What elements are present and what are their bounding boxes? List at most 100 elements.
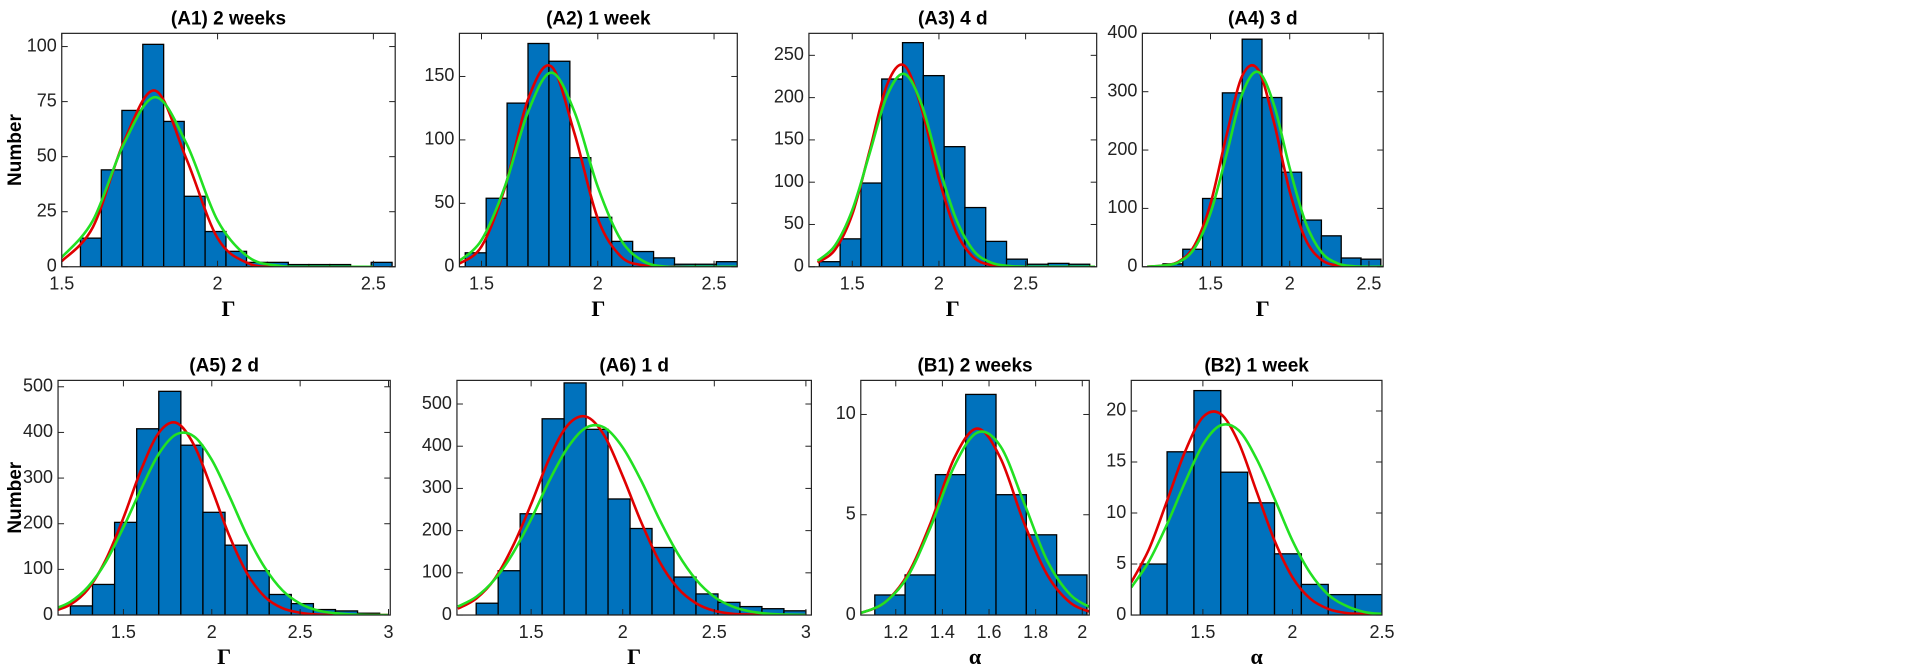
- x-tick-label: 2.5: [1356, 274, 1381, 294]
- axes-box: [458, 32, 738, 268]
- bar: [904, 574, 937, 616]
- bar: [370, 261, 393, 267]
- x-tick-label: 2: [1077, 622, 1087, 642]
- y-tick-label: 5: [846, 504, 856, 524]
- x-tick-label: 2: [213, 274, 223, 294]
- y-tick-label: 0: [47, 256, 57, 276]
- y-tick-label: 200: [774, 86, 804, 106]
- x-axis-label: Γ: [627, 644, 641, 669]
- panel: 1.5 2 2.5 0 50 100 150 (A2) 1 week Γ: [424, 8, 738, 321]
- chart-title: (A2) 1 week: [546, 8, 651, 29]
- y-tick-label: 5: [1116, 553, 1126, 573]
- y-tick-label: 50: [784, 213, 804, 233]
- x-tick-label: 2.5: [288, 622, 313, 642]
- fit-curve: [459, 71, 738, 267]
- y-tick-label: 200: [1107, 139, 1137, 159]
- x-tick-label: 1.8: [1023, 622, 1048, 642]
- fit-curve: [1131, 422, 1382, 616]
- panel: 1.5 2 2.5 0 25 50 75 100 (A1) 2 weeks Γ Number: [5, 8, 396, 321]
- bar: [901, 41, 924, 267]
- bar: [818, 261, 841, 267]
- bar: [100, 169, 123, 267]
- bar: [881, 78, 904, 267]
- x-tick-label: 3: [383, 622, 393, 642]
- y-tick-label: 100: [1107, 197, 1137, 217]
- fit-curve: [1147, 70, 1384, 267]
- x-tick-label: 1.5: [469, 274, 494, 294]
- x-tick-label: 2.5: [1369, 622, 1394, 642]
- y-tick-label: 0: [43, 604, 53, 624]
- bars: [818, 41, 1091, 267]
- x-tick-label: 2: [207, 622, 217, 642]
- y-tick-label: 200: [23, 512, 53, 532]
- axes-box: [860, 379, 1090, 616]
- x-axis-label: α: [1250, 644, 1263, 669]
- y-tick-label: 20: [1106, 400, 1126, 420]
- fit-curve: [1131, 410, 1382, 616]
- x-tick-label: 1.5: [519, 622, 544, 642]
- y-tick-label: 0: [442, 604, 452, 624]
- y-tick-label: 300: [422, 477, 452, 497]
- y-tick-label: 150: [424, 65, 454, 85]
- bar: [183, 195, 206, 267]
- panel: 1.5 2 2.5 0 50 100 150 200 250 (A3) 4 d Γ: [774, 8, 1098, 321]
- bar: [839, 238, 862, 267]
- x-axis-label: Γ: [221, 296, 235, 321]
- chart-title: (A6) 1 d: [599, 355, 669, 376]
- x-tick-label: 3: [801, 622, 811, 642]
- x-tick-label: 1.5: [1190, 622, 1215, 642]
- y-tick-label: 100: [27, 35, 57, 55]
- y-tick-label: 15: [1106, 451, 1126, 471]
- curves: [816, 63, 1095, 267]
- bar: [607, 498, 631, 616]
- chart-title: (A3) 4 d: [918, 8, 988, 29]
- y-tick-label: 150: [774, 129, 804, 149]
- bar: [965, 393, 997, 616]
- x-tick-label: 1.4: [930, 622, 955, 642]
- x-tick-label: 2: [934, 274, 944, 294]
- bar: [1300, 219, 1323, 267]
- fit-curve: [860, 430, 1090, 615]
- bar: [121, 109, 144, 267]
- y-tick-label: 10: [1106, 502, 1126, 522]
- bar: [224, 544, 248, 616]
- panel: 1.5 2 2.5 0 5 10 15 20 (B2) 1 week α: [1106, 355, 1394, 669]
- axes-box: [808, 32, 1098, 268]
- y-tick-label: 0: [794, 256, 804, 276]
- y-tick-label: 100: [23, 558, 53, 578]
- axes-box: [61, 32, 396, 268]
- bar: [569, 157, 592, 267]
- x-tick-label: 1.6: [977, 622, 1002, 642]
- curves: [61, 89, 374, 267]
- x-tick-label: 2: [618, 622, 628, 642]
- bar: [268, 593, 292, 616]
- bar: [1247, 502, 1276, 616]
- y-axis-label: Number: [5, 461, 26, 533]
- y-tick-label: 400: [422, 435, 452, 455]
- bar: [585, 428, 609, 616]
- axes-box: [57, 379, 391, 616]
- x-tick-label: 1.5: [1198, 274, 1223, 294]
- y-tick-label: 10: [836, 403, 856, 423]
- x-tick-label: 2: [593, 274, 603, 294]
- x-axis-label: Γ: [1256, 296, 1270, 321]
- x-tick-label: 2: [1287, 622, 1297, 642]
- x-axis-label: α: [969, 644, 982, 669]
- x-tick-label: 1.5: [840, 274, 865, 294]
- bar: [158, 390, 182, 616]
- bars: [475, 382, 807, 616]
- curves: [1131, 410, 1382, 616]
- y-tick-label: 250: [774, 44, 804, 64]
- bar: [1220, 471, 1249, 616]
- x-tick-label: 2.5: [1013, 274, 1038, 294]
- bar: [497, 570, 521, 616]
- bar: [202, 511, 226, 616]
- y-tick-label: 400: [23, 421, 53, 441]
- bar: [142, 43, 165, 267]
- bars: [464, 42, 738, 267]
- y-tick-label: 0: [846, 604, 856, 624]
- bar: [1360, 258, 1382, 267]
- bar: [1139, 563, 1168, 616]
- bars: [1162, 38, 1382, 267]
- y-tick-label: 50: [37, 145, 57, 165]
